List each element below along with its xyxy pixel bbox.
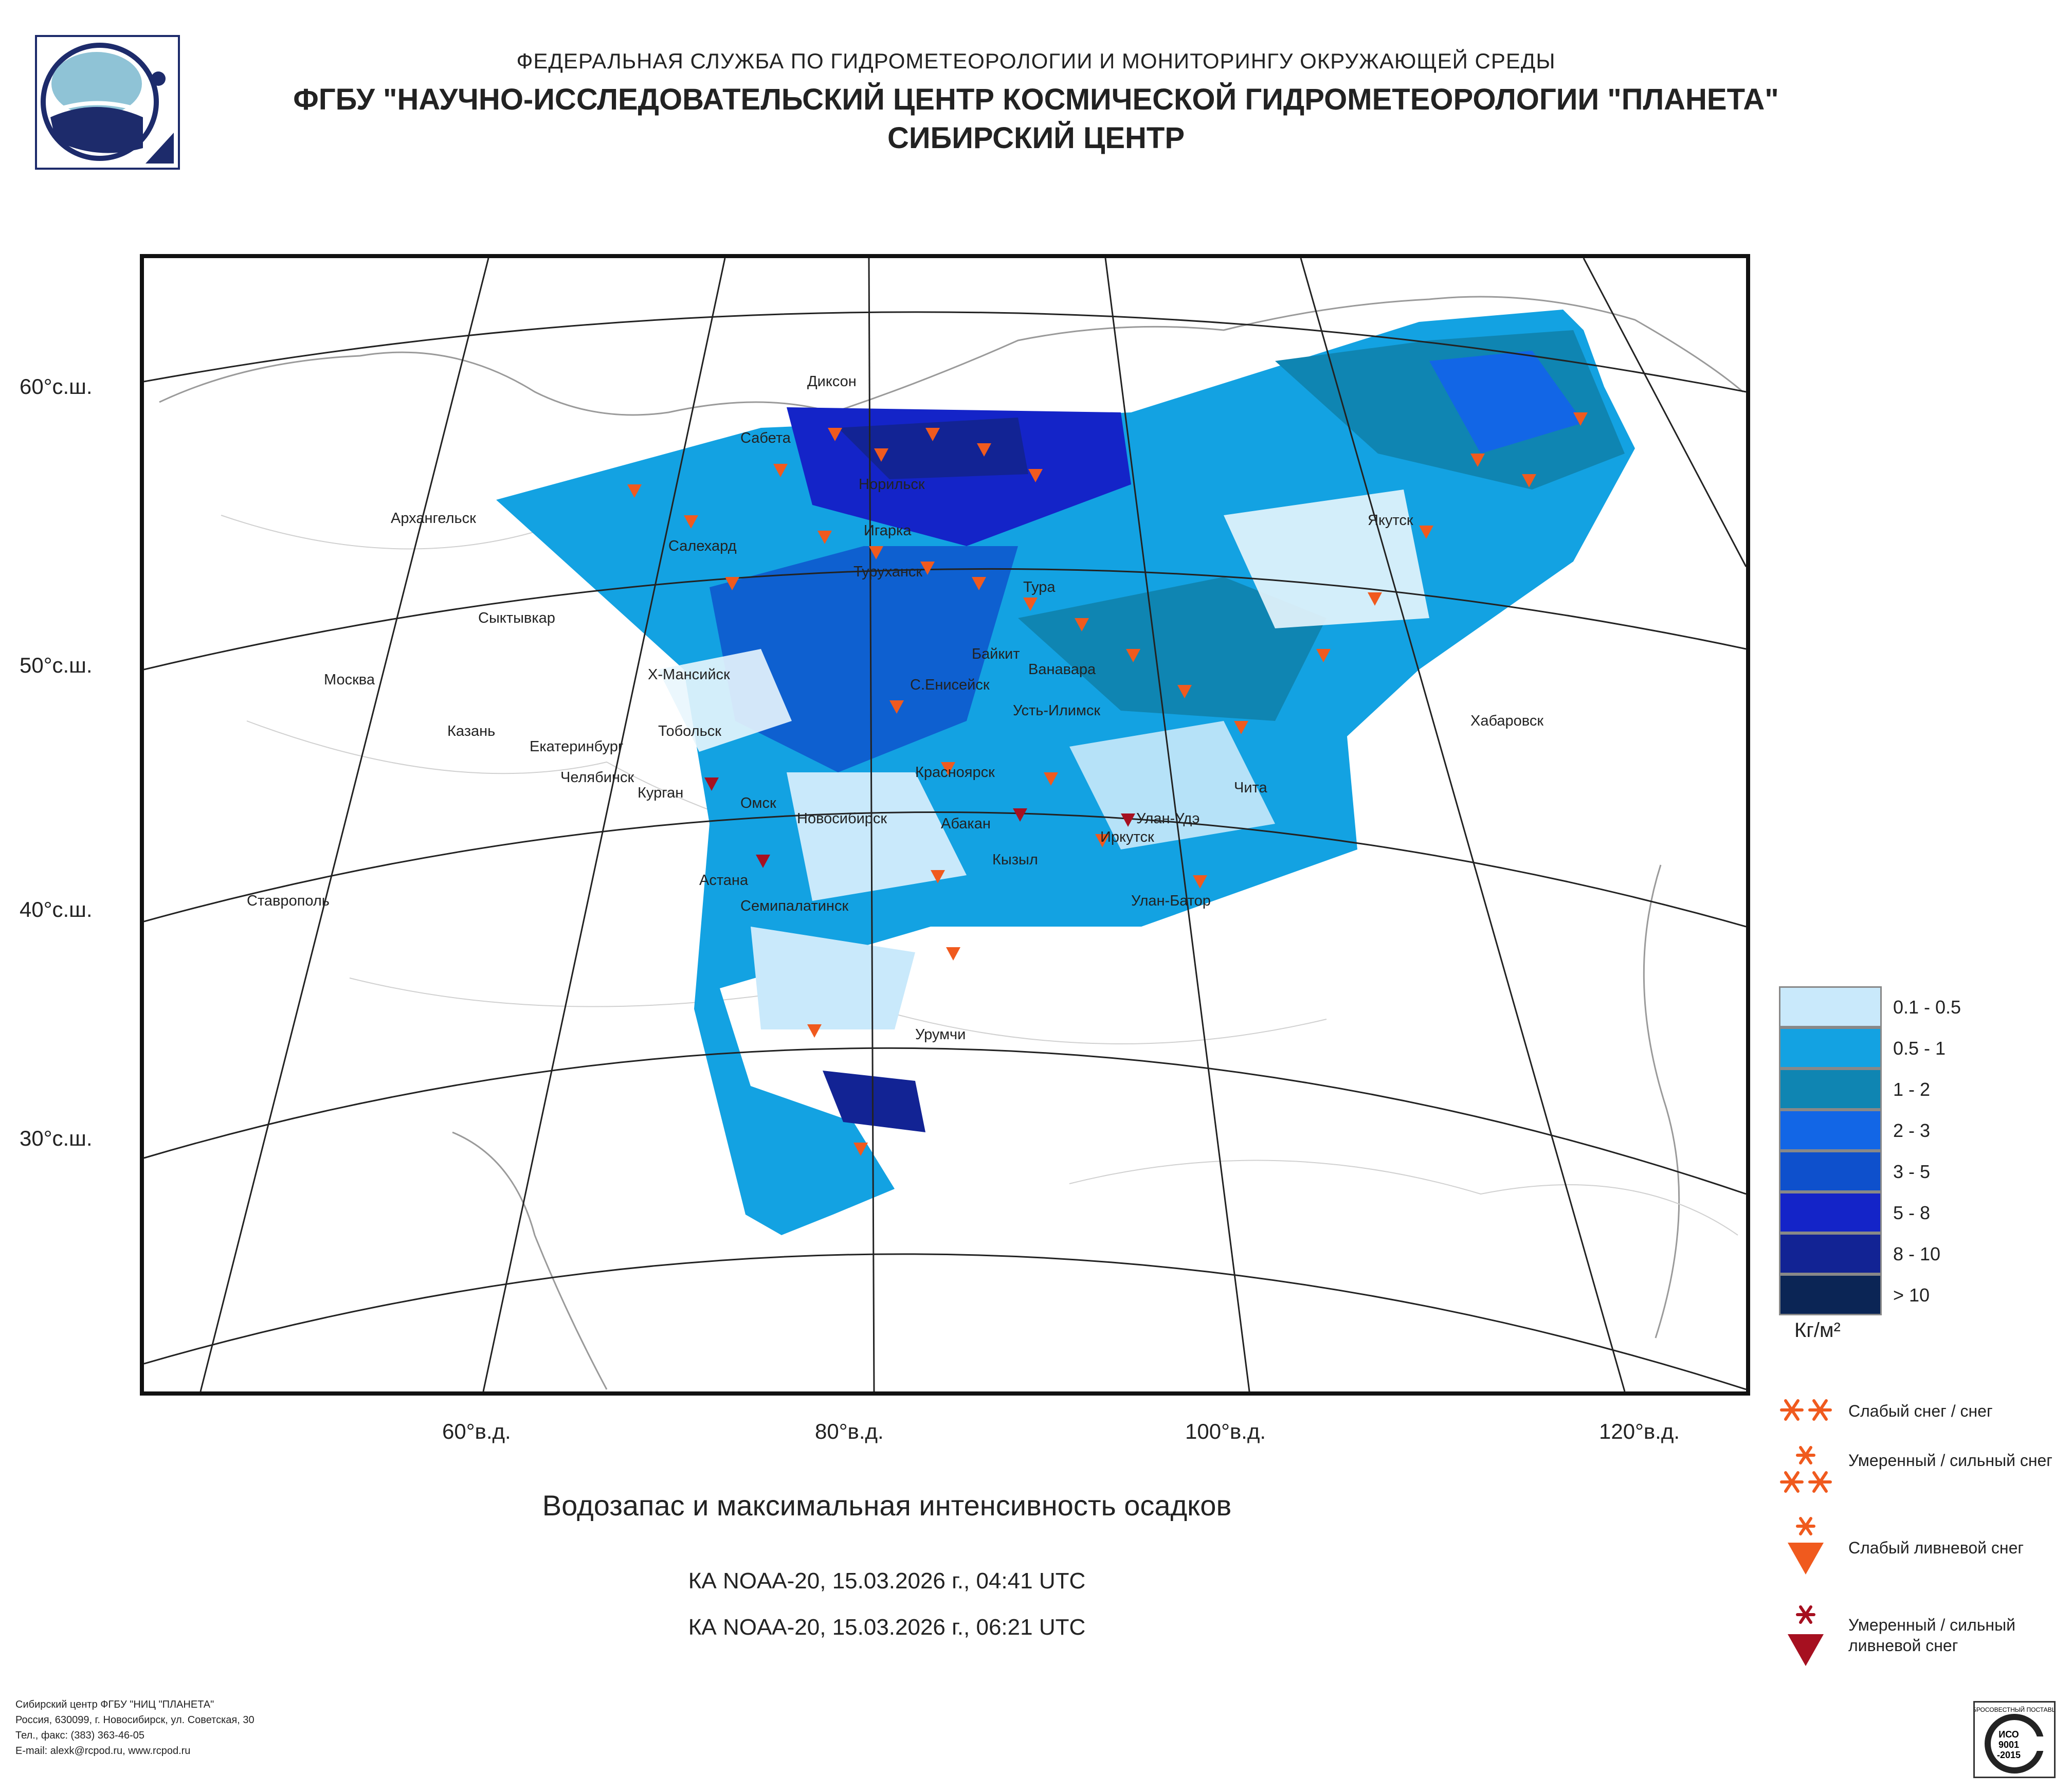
symbol-label-light-shower-snow: Слабый ливневой снег	[1848, 1539, 2024, 1557]
legend-label: 2 - 3	[1893, 1120, 1931, 1141]
legend-swatch	[1779, 1274, 1882, 1315]
city-label: С.Енисейск	[910, 677, 990, 693]
city-label: Новосибирск	[797, 810, 887, 827]
legend-label: 1 - 2	[1893, 1079, 1931, 1100]
city-label: Улан-Удэ	[1136, 810, 1200, 827]
iso-text3: -2015	[1997, 1750, 2021, 1760]
legend-swatch	[1779, 1233, 1882, 1274]
planeta-logo	[35, 35, 180, 170]
symbol-label-heavy-snow: Умеренный / сильный снег	[1848, 1451, 2052, 1470]
lat-label-30: 30°с.ш.	[20, 1126, 93, 1150]
city-label: Красноярск	[915, 764, 995, 781]
city-label: Диксон	[807, 373, 857, 390]
symbol-legend-icons	[1780, 1399, 1832, 1666]
city-label: Омск	[740, 795, 776, 811]
legend-swatch	[1779, 1151, 1882, 1192]
city-label: Казань	[447, 723, 496, 739]
source-line: КА NOAA-20, 15.03.2026 г., 06:21 UTC	[688, 1615, 1086, 1640]
city-label: Якутск	[1368, 512, 1413, 529]
city-label: Челябинск	[560, 769, 634, 786]
footer-line: Тел., факс: (383) 363-46-05	[15, 1730, 144, 1741]
city-label: Екатеринбург	[530, 738, 624, 755]
city-label: Чита	[1234, 780, 1267, 796]
precip-symbols	[627, 412, 1588, 1156]
city-label: Байкит	[972, 646, 1020, 662]
city-label: Салехард	[668, 538, 737, 554]
city-label: Ставрополь	[247, 893, 330, 909]
lon-label-80: 80°в.д.	[815, 1419, 884, 1443]
city-label: Москва	[324, 672, 375, 688]
lon-label-120: 120°в.д.	[1599, 1419, 1680, 1443]
iso-badge: ДОБРОСОВЕСТНЫЙ ПОСТАВЩИК ИСО 9001 -2015	[1963, 1701, 2066, 1778]
source-line: КА NOAA-20, 15.03.2026 г., 04:41 UTC	[688, 1568, 1086, 1594]
legend-label: 8 - 10	[1893, 1243, 1941, 1264]
center-title: СИБИРСКИЙ ЦЕНТР	[887, 121, 1185, 155]
lat-label-50: 50°с.ш.	[20, 653, 93, 677]
city-label: Курган	[638, 785, 684, 801]
city-label: Астана	[699, 872, 749, 889]
legend-swatch	[1779, 986, 1882, 1027]
city-label: Урумчи	[915, 1026, 966, 1043]
city-label: Х-Мансийск	[648, 666, 730, 683]
city-label: Иркутск	[1100, 829, 1154, 845]
city-label: Сыктывкар	[478, 610, 555, 626]
symbol-label-heavy-shower-snow: Умеренный / сильный ливневой снег	[1848, 1616, 2015, 1655]
legend-swatch	[1779, 1027, 1882, 1069]
lon-label-100: 100°в.д.	[1185, 1419, 1266, 1443]
city-label: Семипалатинск	[740, 898, 849, 914]
product-title: Водозапас и максимальная интенсивность о…	[542, 1489, 1232, 1522]
legend-swatch	[1779, 1069, 1882, 1110]
lat-label-60: 60°с.ш.	[20, 374, 93, 399]
city-label: Тобольск	[658, 723, 721, 739]
legend-label: 0.5 - 1	[1893, 1038, 1946, 1059]
water-content-swath	[496, 310, 1635, 1235]
footer-line: E-mail: alexk@rcpod.ru, www.rcpod.ru	[15, 1745, 191, 1757]
footer-line: Сибирский центр ФГБУ "НИЦ "ПЛАНЕТА"	[15, 1699, 214, 1710]
city-label: Тура	[1023, 579, 1056, 595]
city-label: Игарка	[864, 522, 912, 539]
city-label: Хабаровск	[1470, 713, 1544, 729]
iso-top-text: ДОБРОСОВЕСТНЫЙ ПОСТАВЩИК	[1975, 1706, 2054, 1713]
city-label: Абакан	[941, 816, 991, 832]
city-label: Туруханск	[853, 564, 923, 580]
iso-text1: ИСО	[1998, 1729, 2019, 1740]
map-frame: Диксон Сабета Норильск Архангельск Салех…	[140, 254, 1750, 1396]
lat-label-40: 40°с.ш.	[20, 897, 93, 921]
institute-title: ФГБУ "НАУЧНО-ИССЛЕДОВАТЕЛЬСКИЙ ЦЕНТР КОС…	[293, 83, 1779, 116]
iso-text2: 9001	[1998, 1740, 2019, 1750]
lon-label-60: 60°в.д.	[442, 1419, 511, 1443]
city-label: Усть-Илимск	[1013, 702, 1101, 719]
legend-label: > 10	[1893, 1285, 1930, 1306]
city-label: Сабета	[740, 430, 791, 446]
legend-swatch	[1779, 1192, 1882, 1233]
city-label: Улан-Батор	[1131, 893, 1211, 909]
footer-line: Россия, 630099, г. Новосибирск, ул. Сове…	[15, 1714, 255, 1726]
city-label: Архангельск	[391, 510, 476, 527]
legend-label: 5 - 8	[1893, 1202, 1931, 1223]
legend-label: 0.1 - 0.5	[1893, 997, 1961, 1018]
legend-units: Кг/м²	[1794, 1319, 1841, 1342]
symbol-label-light-snow: Слабый снег / снег	[1848, 1402, 1993, 1420]
footer-contacts: Сибирский центр ФГБУ "НИЦ "ПЛАНЕТА" Росс…	[15, 1697, 255, 1759]
agency-title: ФЕДЕРАЛЬНАЯ СЛУЖБА ПО ГИДРОМЕТЕОРОЛОГИИ …	[516, 49, 1556, 73]
legend-swatch	[1779, 1110, 1882, 1151]
city-label: Норильск	[859, 476, 925, 493]
city-label: Ванавара	[1028, 661, 1096, 678]
legend-label: 3 - 5	[1893, 1161, 1931, 1182]
city-label: Кызыл	[992, 852, 1038, 868]
